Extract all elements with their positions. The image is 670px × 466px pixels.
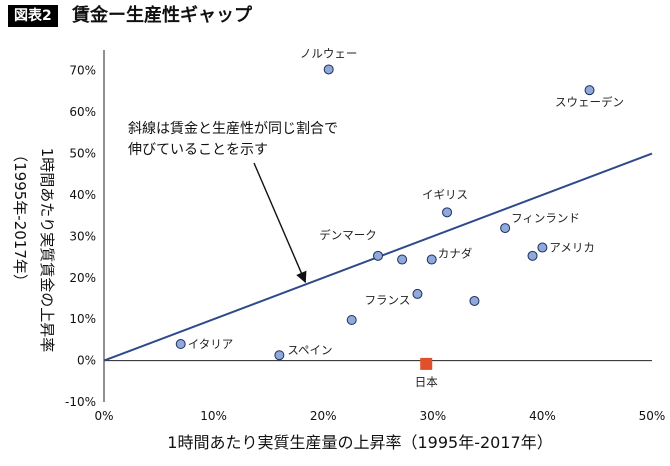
annotation-arrow [253, 162, 307, 284]
x-tick-label: 40% [529, 409, 556, 423]
y-tick-label: 10% [69, 312, 96, 326]
data-point-label: フィンランド [511, 211, 580, 225]
data-point-label: デンマーク [319, 228, 377, 242]
data-point-label: 日本 [415, 375, 438, 389]
data-point-label: スペイン [287, 343, 332, 357]
data-point-japan [420, 357, 433, 370]
y-tick-label: 30% [69, 229, 96, 243]
x-tick-label: 30% [419, 409, 446, 423]
y-axis-label-line-1: 1時間あたり実質賃金の上昇率 [38, 148, 56, 353]
y-tick-label: 0% [77, 354, 96, 368]
data-point-label: スウェーデン [555, 95, 624, 109]
data-point-label: フランス [365, 293, 411, 307]
data-point [373, 250, 383, 261]
y-tick-label: 60% [69, 105, 96, 119]
data-point-label: ノルウェー [300, 46, 358, 60]
annotation-line-2: 伸びていることを示す [128, 142, 268, 158]
x-tick-label: 50% [639, 409, 666, 423]
data-point-label: アメリカ [549, 241, 594, 255]
y-tick-label: 20% [69, 271, 96, 285]
y-tick-label: 70% [69, 64, 96, 78]
data-point [175, 339, 186, 350]
data-point [323, 64, 334, 75]
data-point [442, 207, 453, 218]
x-axis-label: 1時間あたり実質生産量の上昇率（1995年-2017年） [167, 433, 552, 452]
annotation-line-1: 斜線は賃金と生産性が同じ割合で [128, 120, 338, 137]
data-point [412, 288, 423, 299]
y-tick-label: 40% [69, 188, 96, 202]
data-point [397, 254, 408, 265]
figure-badge: 図表2 [8, 5, 58, 27]
data-point-label: カナダ [438, 247, 473, 261]
data-point [346, 315, 357, 326]
x-tick-label: 0% [94, 409, 113, 423]
y-tick-labels: -10% 0% 10% 20% 30% 40% 50% 60% 70% [65, 64, 96, 409]
data-point [426, 254, 437, 265]
data-point-label: イタリア [188, 337, 234, 351]
x-tick-label: 10% [200, 409, 227, 423]
y-tick-label: 50% [69, 147, 96, 161]
data-point-label: イギリス [422, 187, 468, 201]
y-tick-label: -10% [65, 395, 96, 409]
data-point [527, 250, 538, 261]
data-point [537, 242, 548, 253]
annotation: 斜線は賃金と生産性が同じ割合で 伸びていることを示す [128, 120, 338, 284]
chart-title: 賃金ー生産性ギャップ [72, 5, 252, 26]
x-tick-labels: 0% 10% 20% 30% 40% 50% [94, 409, 665, 423]
data-point [584, 85, 595, 96]
data-point [500, 223, 511, 234]
data-point [469, 295, 480, 306]
data-point [274, 350, 285, 361]
y-axis-label-line-2: （1995年-2017年） [11, 147, 29, 289]
x-tick-label: 20% [310, 409, 337, 423]
y-axis-label: 1時間あたり実質賃金の上昇率 （1995年-2017年） [11, 147, 56, 352]
